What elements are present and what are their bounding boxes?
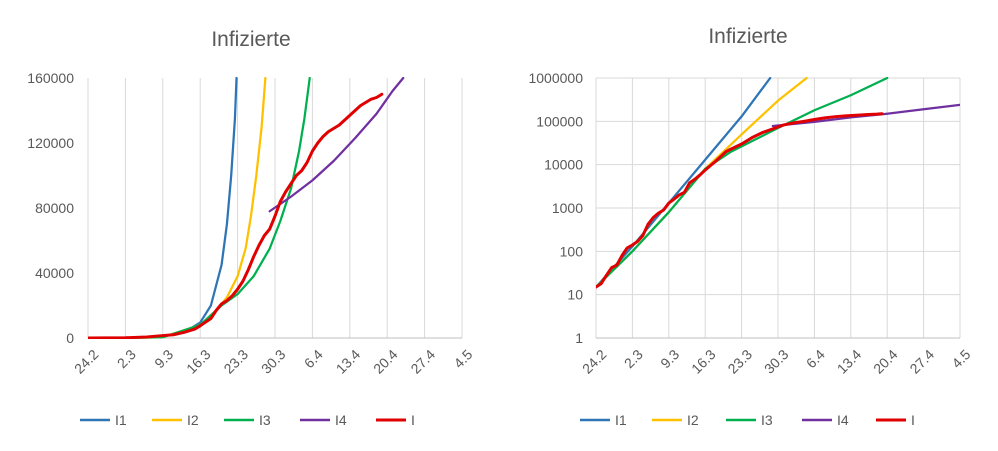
x-tick-label: 6.4 — [301, 346, 326, 371]
x-tick-label: 20.4 — [370, 346, 401, 377]
legend-item-i: I — [376, 412, 415, 428]
y-tick-label: 120000 — [27, 135, 74, 151]
legend-label: I1 — [115, 412, 127, 428]
x-tick-label: 24.2 — [71, 346, 102, 377]
series-line-i1 — [596, 77, 772, 289]
x-tick-label: 16.3 — [688, 346, 719, 377]
series-line-i — [596, 112, 884, 289]
x-tick-label: 30.3 — [761, 346, 792, 377]
legend-item-i1: I1 — [580, 412, 627, 428]
y-tick-label: 0 — [66, 330, 74, 346]
x-tick-label: 6.4 — [803, 346, 828, 371]
series-line-i4 — [268, 77, 405, 213]
legend-label: I3 — [761, 412, 773, 428]
chart-1: Infizierte 0 40000 80000 120000 160000 24.2 2.3… — [27, 28, 475, 428]
y-tick-label: 160000 — [27, 70, 74, 86]
series-line-i1 — [88, 77, 238, 339]
x-tick-label: 24.2 — [579, 346, 610, 377]
x-tick-label: 13.4 — [333, 346, 364, 377]
series-line-i3 — [88, 77, 311, 339]
x-tick-label: 23.3 — [220, 346, 251, 377]
x-tick-label: 27.4 — [407, 346, 438, 377]
x-tick-label: 20.4 — [870, 346, 901, 377]
legend-item-i3: I3 — [224, 412, 271, 428]
series-layer — [596, 77, 960, 289]
x-tick-label: 27.4 — [906, 346, 937, 377]
legend-item-i4: I4 — [802, 412, 849, 428]
legend: I1 I2 I3 I4 I — [80, 412, 415, 428]
y-tick-label: 100 — [560, 243, 584, 259]
legend-label: I1 — [615, 412, 627, 428]
y-tick-label: 1000000 — [528, 70, 583, 86]
legend-label: I2 — [687, 412, 699, 428]
x-tick-label: 30.3 — [258, 346, 289, 377]
legend: I1 I2 I3 I4 I — [580, 412, 915, 428]
x-tick-label: 16.3 — [183, 346, 214, 377]
y-tick-label: 1000 — [552, 200, 583, 216]
y-tick-label: 80000 — [35, 200, 74, 216]
legend-item-i4: I4 — [300, 412, 347, 428]
legend-label: I3 — [259, 412, 271, 428]
x-tick-label: 9.3 — [151, 346, 176, 371]
x-tick-label: 2.3 — [114, 346, 139, 371]
legend-label: I4 — [335, 412, 347, 428]
y-tick-label: 100000 — [536, 113, 583, 129]
legend-label: I — [911, 412, 915, 428]
series-line-i2 — [88, 77, 267, 339]
series-line-i — [88, 92, 384, 339]
gridlines — [595, 77, 961, 339]
legend-label: I2 — [187, 412, 199, 428]
chart-title: Infizierte — [211, 28, 290, 51]
chart-title: Infizierte — [708, 25, 787, 48]
legend-label: I — [411, 412, 415, 428]
x-tick-label: 4.5 — [948, 346, 973, 371]
legend-item-i1: I1 — [80, 412, 127, 428]
series-layer — [88, 77, 405, 339]
x-tick-label: 23.3 — [724, 346, 755, 377]
chart-2: Infizierte 1 10 100 1000 10000 100000 1000000 24… — [528, 25, 973, 428]
legend-label: I4 — [837, 412, 849, 428]
legend-item-i2: I2 — [652, 412, 699, 428]
y-tick-label: 1 — [575, 330, 583, 346]
y-tick-label: 10000 — [544, 157, 583, 173]
x-tick-label: 2.3 — [621, 346, 646, 371]
series-line-i3 — [596, 77, 889, 289]
y-tick-label: 40000 — [35, 265, 74, 281]
x-tick-label: 4.5 — [450, 346, 475, 371]
x-tick-label: 9.3 — [657, 346, 682, 371]
legend-item-i3: I3 — [726, 412, 773, 428]
y-tick-label: 10 — [567, 287, 583, 303]
legend-item-i2: I2 — [152, 412, 199, 428]
legend-item-i: I — [876, 412, 915, 428]
x-tick-label: 13.4 — [834, 346, 865, 377]
